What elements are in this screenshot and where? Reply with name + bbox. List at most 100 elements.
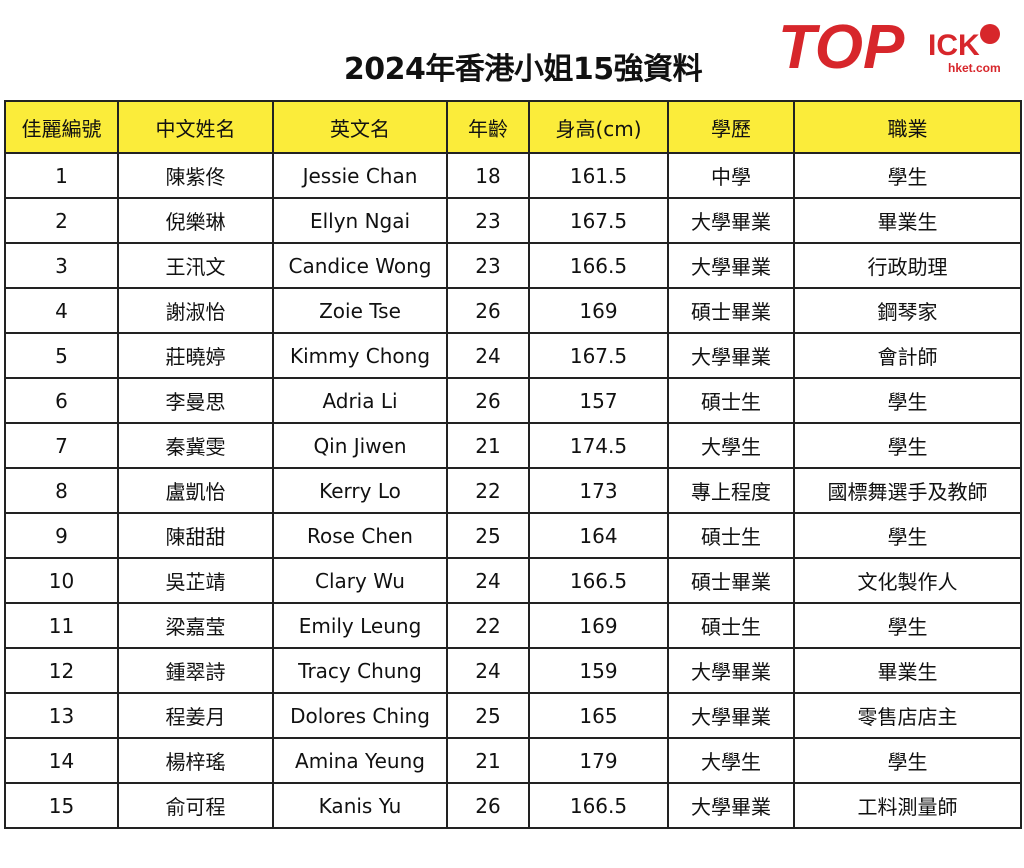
cell-occupation: 工料測量師	[793, 782, 1022, 829]
cell-education: 碩士畢業	[667, 557, 795, 604]
cell-height: 173	[528, 467, 669, 514]
cell-education: 碩士生	[667, 377, 795, 424]
cell-chinese-name: 謝淑怡	[117, 287, 274, 334]
cell-age: 25	[446, 692, 530, 739]
cell-chinese-name: 鍾翠詩	[117, 647, 274, 694]
cell-education: 碩士生	[667, 602, 795, 649]
table-row: 11 梁嘉莹 Emily Leung 22 169 碩士生 學生	[4, 602, 1022, 649]
column-header-age: 年齡	[446, 100, 530, 154]
table-row: 7 秦冀雯 Qin Jiwen 21 174.5 大學生 學生	[4, 422, 1022, 469]
header-row: 佳麗編號 中文姓名 英文名 年齡 身高(cm) 學歷 職業	[4, 100, 1022, 154]
table-row: 5 莊曉婷 Kimmy Chong 24 167.5 大學畢業 會計師	[4, 332, 1022, 379]
cell-age: 26	[446, 287, 530, 334]
cell-height: 166.5	[528, 242, 669, 289]
cell-occupation: 國標舞選手及教師	[793, 467, 1022, 514]
cell-english-name: Kimmy Chong	[272, 332, 448, 379]
cell-contestant-number: 1	[4, 152, 119, 199]
cell-english-name: Amina Yeung	[272, 737, 448, 784]
cell-education: 大學畢業	[667, 197, 795, 244]
column-header-english-name: 英文名	[272, 100, 448, 154]
cell-occupation: 畢業生	[793, 197, 1022, 244]
cell-education: 碩士生	[667, 512, 795, 559]
cell-age: 25	[446, 512, 530, 559]
cell-english-name: Kanis Yu	[272, 782, 448, 829]
cell-contestant-number: 7	[4, 422, 119, 469]
cell-english-name: Jessie Chan	[272, 152, 448, 199]
cell-chinese-name: 吳芷靖	[117, 557, 274, 604]
cell-height: 157	[528, 377, 669, 424]
cell-occupation: 學生	[793, 737, 1022, 784]
table-row: 1 陳紫佟 Jessie Chan 18 161.5 中學 學生	[4, 152, 1022, 199]
cell-height: 161.5	[528, 152, 669, 199]
cell-education: 中學	[667, 152, 795, 199]
column-header-height: 身高(cm)	[528, 100, 669, 154]
cell-age: 22	[446, 467, 530, 514]
cell-chinese-name: 莊曉婷	[117, 332, 274, 379]
cell-english-name: Clary Wu	[272, 557, 448, 604]
cell-english-name: Dolores Ching	[272, 692, 448, 739]
cell-education: 碩士畢業	[667, 287, 795, 334]
cell-height: 166.5	[528, 557, 669, 604]
cell-age: 26	[446, 782, 530, 829]
cell-age: 24	[446, 647, 530, 694]
cell-contestant-number: 12	[4, 647, 119, 694]
cell-contestant-number: 4	[4, 287, 119, 334]
cell-education: 大學生	[667, 737, 795, 784]
cell-occupation: 鋼琴家	[793, 287, 1022, 334]
cell-education: 大學生	[667, 422, 795, 469]
cell-age: 23	[446, 242, 530, 289]
logo-subtext: hket.com	[948, 61, 1001, 75]
cell-height: 169	[528, 287, 669, 334]
cell-occupation: 學生	[793, 512, 1022, 559]
table-row: 2 倪樂琳 Ellyn Ngai 23 167.5 大學畢業 畢業生	[4, 197, 1022, 244]
cell-contestant-number: 10	[4, 557, 119, 604]
cell-height: 167.5	[528, 197, 669, 244]
cell-height: 159	[528, 647, 669, 694]
column-header-chinese-name: 中文姓名	[117, 100, 274, 154]
cell-age: 26	[446, 377, 530, 424]
cell-age: 21	[446, 422, 530, 469]
table-row: 10 吳芷靖 Clary Wu 24 166.5 碩士畢業 文化製作人	[4, 557, 1022, 604]
cell-height: 167.5	[528, 332, 669, 379]
column-header-contestant-number: 佳麗編號	[4, 100, 119, 154]
cell-contestant-number: 9	[4, 512, 119, 559]
cell-english-name: Zoie Tse	[272, 287, 448, 334]
page-title: 2024年香港小姐15強資料	[343, 52, 703, 87]
cell-occupation: 行政助理	[793, 242, 1022, 289]
cell-contestant-number: 5	[4, 332, 119, 379]
cell-education: 大學畢業	[667, 647, 795, 694]
cell-occupation: 文化製作人	[793, 557, 1022, 604]
cell-contestant-number: 8	[4, 467, 119, 514]
cell-contestant-number: 11	[4, 602, 119, 649]
cell-age: 23	[446, 197, 530, 244]
cell-education: 大學畢業	[667, 332, 795, 379]
cell-occupation: 會計師	[793, 332, 1022, 379]
cell-english-name: Qin Jiwen	[272, 422, 448, 469]
cell-chinese-name: 梁嘉莹	[117, 602, 274, 649]
column-header-education: 學歷	[667, 100, 795, 154]
cell-height: 169	[528, 602, 669, 649]
cell-chinese-name: 秦冀雯	[117, 422, 274, 469]
cell-height: 179	[528, 737, 669, 784]
cell-occupation: 學生	[793, 152, 1022, 199]
cell-height: 174.5	[528, 422, 669, 469]
cell-height: 166.5	[528, 782, 669, 829]
table-row: 6 李曼思 Adria Li 26 157 碩士生 學生	[4, 377, 1022, 424]
table-row: 13 程姜月 Dolores Ching 25 165 大學畢業 零售店店主	[4, 692, 1022, 739]
cell-contestant-number: 6	[4, 377, 119, 424]
table-row: 3 王汛文 Candice Wong 23 166.5 大學畢業 行政助理	[4, 242, 1022, 289]
cell-chinese-name: 陳甜甜	[117, 512, 274, 559]
cell-age: 18	[446, 152, 530, 199]
cell-education: 大學畢業	[667, 242, 795, 289]
cell-age: 22	[446, 602, 530, 649]
cell-chinese-name: 盧凱怡	[117, 467, 274, 514]
cell-chinese-name: 程姜月	[117, 692, 274, 739]
cell-contestant-number: 3	[4, 242, 119, 289]
cell-height: 165	[528, 692, 669, 739]
cell-english-name: Ellyn Ngai	[272, 197, 448, 244]
cell-age: 24	[446, 557, 530, 604]
topick-logo: TOP ICK hket.com	[778, 13, 1001, 82]
cell-contestant-number: 2	[4, 197, 119, 244]
cell-chinese-name: 王汛文	[117, 242, 274, 289]
cell-contestant-number: 15	[4, 782, 119, 829]
